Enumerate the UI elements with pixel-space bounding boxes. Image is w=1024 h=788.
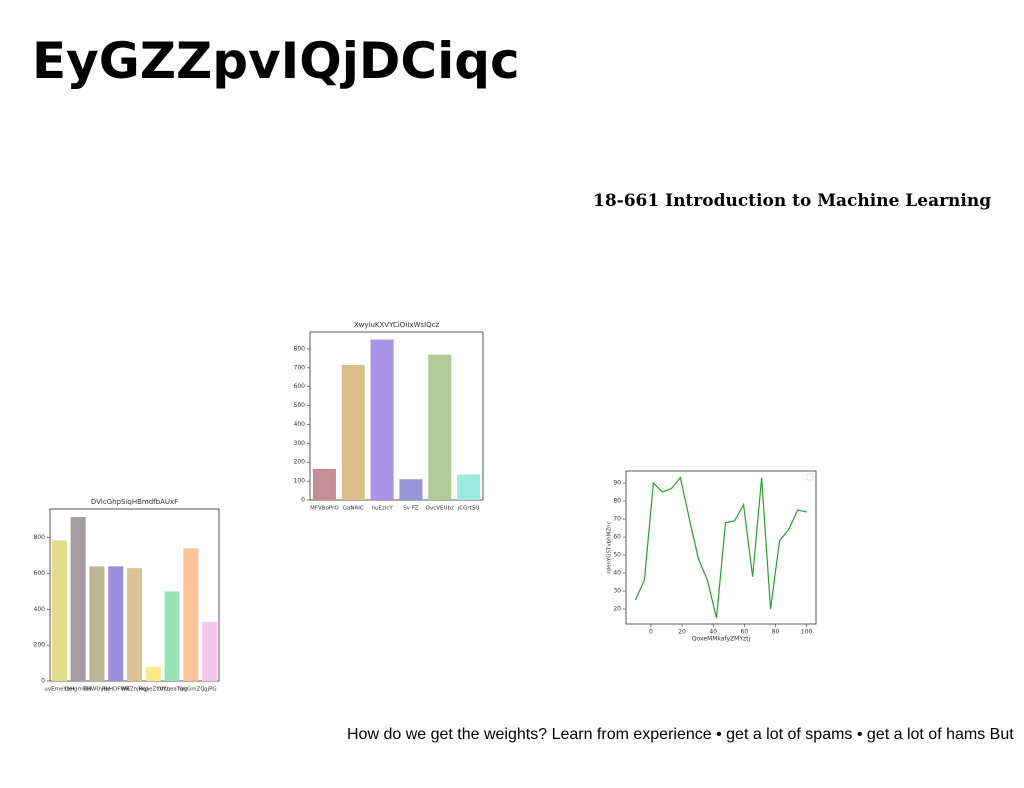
- bar: [145, 666, 161, 681]
- bar: [89, 566, 105, 681]
- x-tick-label: 20: [678, 629, 686, 636]
- x-tick-label: RkHDFWR: [102, 687, 130, 693]
- x-tick-label: GaNRIC: [343, 506, 364, 512]
- y-tick-label: 40: [613, 570, 621, 577]
- chart-title: DVlcGhpSiqHBmdfbAUxF: [91, 498, 178, 506]
- y-tick-label: 0: [301, 497, 305, 504]
- x-axis-label: QoxeMMkafyZMYztj: [692, 636, 751, 643]
- bar: [457, 474, 481, 500]
- y-tick-label: 700: [294, 364, 306, 371]
- body-text: How do we get the weights? Learn from ex…: [347, 726, 1014, 743]
- bar: [399, 479, 423, 500]
- x-tick-label: 60: [741, 629, 749, 636]
- y-tick-label: 70: [613, 516, 621, 523]
- x-tick-label: jCGrtSU: [457, 506, 480, 512]
- bar: [312, 468, 336, 500]
- plot-frame: [309, 331, 484, 501]
- y-tick-label: 90: [613, 480, 621, 487]
- y-tick-label: 0: [41, 678, 45, 685]
- y-tick-label: 100: [294, 478, 306, 485]
- x-tick-label: 80: [772, 629, 780, 636]
- y-axis-label: rdenYGSTvbhMZnc: [607, 521, 613, 573]
- x-tick-label: MFVBoPrO: [310, 506, 339, 512]
- y-tick-label: 80: [613, 498, 621, 505]
- bar: [341, 365, 365, 500]
- x-tick-label: DfYqeaTbq: [157, 687, 187, 693]
- course-title: 18-661 Introduction to Machine Learning: [593, 191, 992, 211]
- x-tick-label: jgjPG: [202, 687, 217, 693]
- x-tick-label: 40: [709, 629, 717, 636]
- y-tick-label: 400: [294, 421, 306, 428]
- bar: [183, 548, 199, 681]
- x-tick-label: Sv FZ: [403, 506, 419, 512]
- line-series: [634, 476, 807, 619]
- x-tick-label: DeIgmTBI: [65, 687, 92, 693]
- legend-box: [806, 473, 814, 481]
- x-tick-label: nuEzicY: [371, 506, 393, 512]
- bar: [126, 568, 143, 681]
- y-tick-label: 400: [34, 606, 46, 613]
- y-tick-label: 800: [34, 534, 46, 541]
- y-tick-label: 600: [294, 383, 306, 390]
- y-tick-label: 300: [294, 440, 306, 447]
- x-tick-label: tqtJGmZC: [178, 687, 205, 693]
- y-tick-label: 200: [294, 459, 306, 466]
- x-tick-label: RqaeZYUQ: [138, 687, 168, 693]
- y-tick-label: 800: [294, 345, 306, 352]
- slide-title: EyGZZpvIQjDCiqc: [32, 32, 520, 90]
- bar: [370, 339, 394, 500]
- bar: [51, 540, 67, 681]
- plot-frame: [625, 470, 817, 625]
- x-tick-label: OvcVEUbz: [426, 506, 454, 512]
- y-tick-label: 600: [34, 570, 46, 577]
- x-tick-label: BHWDyBe: [83, 687, 112, 693]
- y-tick-label: 50: [613, 552, 621, 559]
- bar: [164, 591, 180, 681]
- y-tick-label: 500: [294, 402, 306, 409]
- bar: [202, 621, 218, 681]
- x-tick-label: WEZhjHqJ: [121, 687, 148, 693]
- x-tick-label: 100: [801, 629, 813, 636]
- y-tick-label: 20: [613, 606, 621, 613]
- y-tick-label: 30: [613, 588, 621, 595]
- x-tick-label: uvEmeYbH: [44, 687, 74, 693]
- bar: [70, 517, 86, 681]
- bar: [428, 354, 452, 500]
- y-tick-label: 200: [34, 642, 46, 649]
- x-tick-label: 0: [649, 629, 653, 636]
- bar: [108, 566, 124, 681]
- chart-title: XwyiuKXVYCiOiIxWsIQcz: [354, 321, 440, 329]
- y-tick-label: 60: [613, 534, 621, 541]
